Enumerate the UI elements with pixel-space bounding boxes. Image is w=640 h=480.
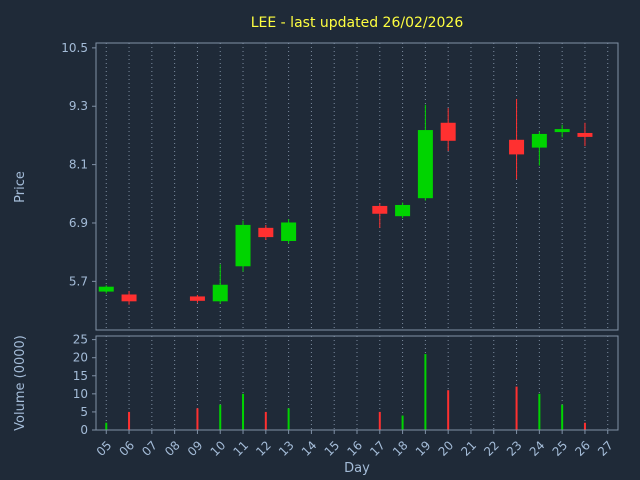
volume-bar [105, 422, 108, 430]
volume-bar [219, 404, 222, 430]
volume-bar [378, 411, 381, 430]
volume-bar [538, 393, 541, 430]
price-axis-label: Price [13, 171, 28, 203]
candle-body [121, 294, 137, 302]
tick-layer: 05 06 07 08 09 10 11 12 13 14 15 16 17 18 19 20 21 22 23 24… [61, 41, 616, 459]
volume-tick-label: 20 [73, 351, 88, 365]
candle-body [258, 227, 274, 238]
volume-bar [561, 404, 564, 430]
volume-tick-label: 25 [73, 333, 88, 347]
volume-bar [264, 411, 267, 430]
candle-body [417, 130, 433, 199]
volume-bar [583, 422, 586, 430]
volume-bar [401, 415, 404, 430]
volume-tick-label: 0 [80, 423, 88, 437]
volume-tick-label: 15 [73, 369, 88, 383]
volume-axis-label: Volume (0000) [13, 335, 28, 431]
price-tick-label: 10.5 [61, 41, 88, 55]
volume-tick-label: 10 [73, 387, 88, 401]
candle-body [189, 296, 205, 301]
price-panel-border [95, 42, 619, 331]
chart-title: LEE - last updated 26/02/2026 [251, 15, 464, 31]
volume-bar [424, 354, 427, 430]
volume-bar [128, 411, 131, 430]
candle-body [531, 133, 547, 148]
candle-body [235, 224, 251, 267]
candle-body [372, 205, 388, 214]
x-axis-label: Day [344, 461, 370, 476]
candle-body [440, 122, 456, 141]
data-layer [98, 98, 593, 430]
volume-panel-border [95, 335, 619, 431]
candle-body [509, 139, 525, 155]
candle-body [554, 129, 570, 133]
volume-bar [242, 393, 245, 430]
volume-bar [447, 390, 450, 430]
volume-bar [287, 408, 290, 430]
candle-body [577, 132, 593, 137]
price-tick-label: 9.3 [69, 99, 88, 113]
price-tick-label: 5.7 [69, 274, 88, 288]
candle-body [98, 286, 114, 292]
volume-bar [196, 408, 199, 430]
price-tick-label: 8.1 [69, 158, 88, 172]
candle-body [281, 222, 297, 241]
candle-body [212, 284, 228, 302]
volume-bar [515, 386, 518, 430]
volume-tick-label: 5 [80, 405, 88, 419]
candle-body [395, 204, 411, 217]
price-tick-label: 6.9 [69, 216, 88, 230]
